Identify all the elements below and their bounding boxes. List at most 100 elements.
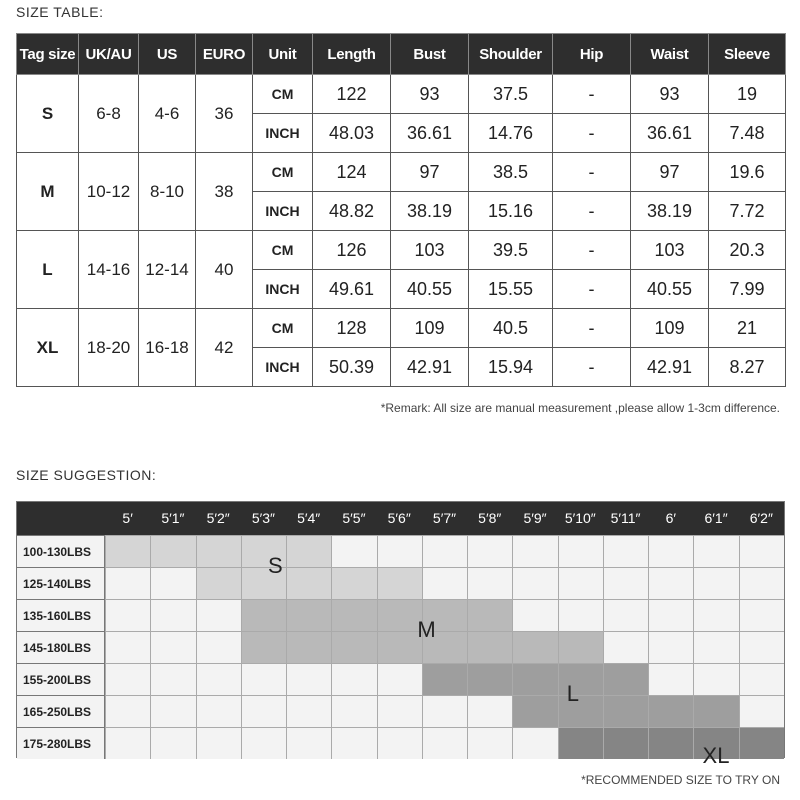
- grid-cell: [557, 631, 603, 663]
- cell-sleeve: 21: [708, 308, 786, 348]
- grid-cell: [557, 535, 603, 567]
- grid-cell: [648, 727, 694, 759]
- cell-length: 48.82: [312, 191, 391, 231]
- cell-length: 48.03: [312, 113, 391, 153]
- grid-cell: [693, 631, 739, 663]
- grid-cell: [467, 599, 513, 631]
- grid-cell: [195, 631, 241, 663]
- cell-hip: -: [552, 269, 631, 309]
- cell-ukau: 14-16: [78, 230, 139, 309]
- grid-cell: [602, 631, 649, 663]
- grid-cell: [421, 599, 468, 631]
- grid-cell: [421, 567, 468, 599]
- weight-label: 125-140LBS: [17, 567, 105, 599]
- grid-cell: [240, 631, 287, 663]
- grid-cell: [602, 695, 649, 727]
- grid-cell: [738, 567, 784, 599]
- height-header: 5′5″: [331, 502, 377, 535]
- cell-length: 49.61: [312, 269, 391, 309]
- grid-cell: [286, 695, 332, 727]
- height-header: 5′6″: [376, 502, 422, 535]
- height-header: 5′3″: [240, 502, 287, 535]
- height-header: 5′10″: [557, 502, 603, 535]
- cell-hip: -: [552, 74, 631, 114]
- grid-cell: [648, 631, 694, 663]
- grid-cell: [105, 567, 151, 599]
- grid-cell: [331, 695, 377, 727]
- cell-unit: CM: [252, 308, 313, 348]
- weight-label: 155-200LBS: [17, 663, 105, 695]
- grid-cell: [286, 567, 332, 599]
- grid-cell: [105, 695, 151, 727]
- header-shoulder: Shoulder: [468, 33, 553, 75]
- cell-unit: CM: [252, 74, 313, 114]
- size-row-xl-cm: XL 18-20 16-18 42 CM 128 109 40.5-109 21: [16, 308, 786, 387]
- cell-sleeve: 19.6: [708, 152, 786, 192]
- grid-cell: [331, 631, 377, 663]
- grid-header-corner: [17, 502, 105, 535]
- grid-cell: [693, 727, 739, 759]
- cell-length: 50.39: [312, 347, 391, 387]
- cell-waist: 93: [630, 74, 709, 114]
- size-row-s-cm: S 6-8 4-6 36 CM 122 93 37.5-93 19: [16, 74, 786, 153]
- cell-bust: 36.61: [390, 113, 469, 153]
- grid-cell: [105, 663, 151, 695]
- grid-cell: [376, 663, 422, 695]
- grid-cell: [557, 599, 603, 631]
- cell-waist: 42.91: [630, 347, 709, 387]
- grid-cell: [376, 631, 422, 663]
- grid-cell: [421, 695, 468, 727]
- grid-cell: [286, 599, 332, 631]
- grid-cell: [240, 535, 287, 567]
- header-waist: Waist: [630, 33, 709, 75]
- grid-cell: [195, 599, 241, 631]
- grid-cell: [195, 567, 241, 599]
- cell-unit: INCH: [252, 269, 313, 309]
- header-length: Length: [312, 33, 391, 75]
- header-euro: EURO: [195, 33, 253, 75]
- size-row-l-cm: L 14-16 12-14 40 CM 126 103 39.5-103 20.3: [16, 230, 786, 309]
- grid-cell: [512, 567, 558, 599]
- cell-waist: 109: [630, 308, 709, 348]
- grid-cell: [648, 663, 694, 695]
- cell-shoulder: 14.76: [468, 113, 553, 153]
- cell-length: 124: [312, 152, 391, 192]
- cell-ukau: 10-12: [78, 152, 139, 231]
- cell-unit: CM: [252, 230, 313, 270]
- height-header: 5′1″: [150, 502, 196, 535]
- grid-cell: [331, 599, 377, 631]
- height-header: 6′1″: [693, 502, 739, 535]
- grid-cell: [602, 599, 649, 631]
- grid-cell: [602, 663, 649, 695]
- size-row-s-inch: INCH 48.03 36.61 14.76-36.61 7.48: [17, 113, 786, 153]
- cell-hip: -: [552, 347, 631, 387]
- cell-shoulder: 15.16: [468, 191, 553, 231]
- cell-sleeve: 7.99: [708, 269, 786, 309]
- grid-cell: [512, 599, 558, 631]
- grid-cell: [421, 663, 468, 695]
- grid-cell: [467, 663, 513, 695]
- grid-cell: [648, 695, 694, 727]
- cell-bust: 93: [390, 74, 469, 114]
- cell-ukau: 6-8: [78, 74, 139, 153]
- size-row-l-inch: INCH 49.61 40.55 15.55-40.55 7.99: [17, 269, 786, 309]
- grid-cell: [557, 695, 603, 727]
- cell-bust: 38.19: [390, 191, 469, 231]
- height-header: 5′9″: [512, 502, 558, 535]
- cell-waist: 38.19: [630, 191, 709, 231]
- cell-tag-size: XL: [16, 308, 79, 387]
- grid-cell: [738, 727, 784, 759]
- grid-cell: [240, 663, 287, 695]
- grid-cell: [467, 727, 513, 759]
- cell-shoulder: 37.5: [468, 74, 553, 114]
- grid-cell: [557, 567, 603, 599]
- height-header: 5′: [105, 502, 151, 535]
- grid-cell: [286, 663, 332, 695]
- cell-waist: 36.61: [630, 113, 709, 153]
- cell-sleeve: 20.3: [708, 230, 786, 270]
- grid-cell: [512, 631, 558, 663]
- grid-cell: [376, 535, 422, 567]
- grid-cell: [467, 567, 513, 599]
- size-suggestion-title: SIZE SUGGESTION:: [16, 467, 157, 483]
- grid-cell: [421, 727, 468, 759]
